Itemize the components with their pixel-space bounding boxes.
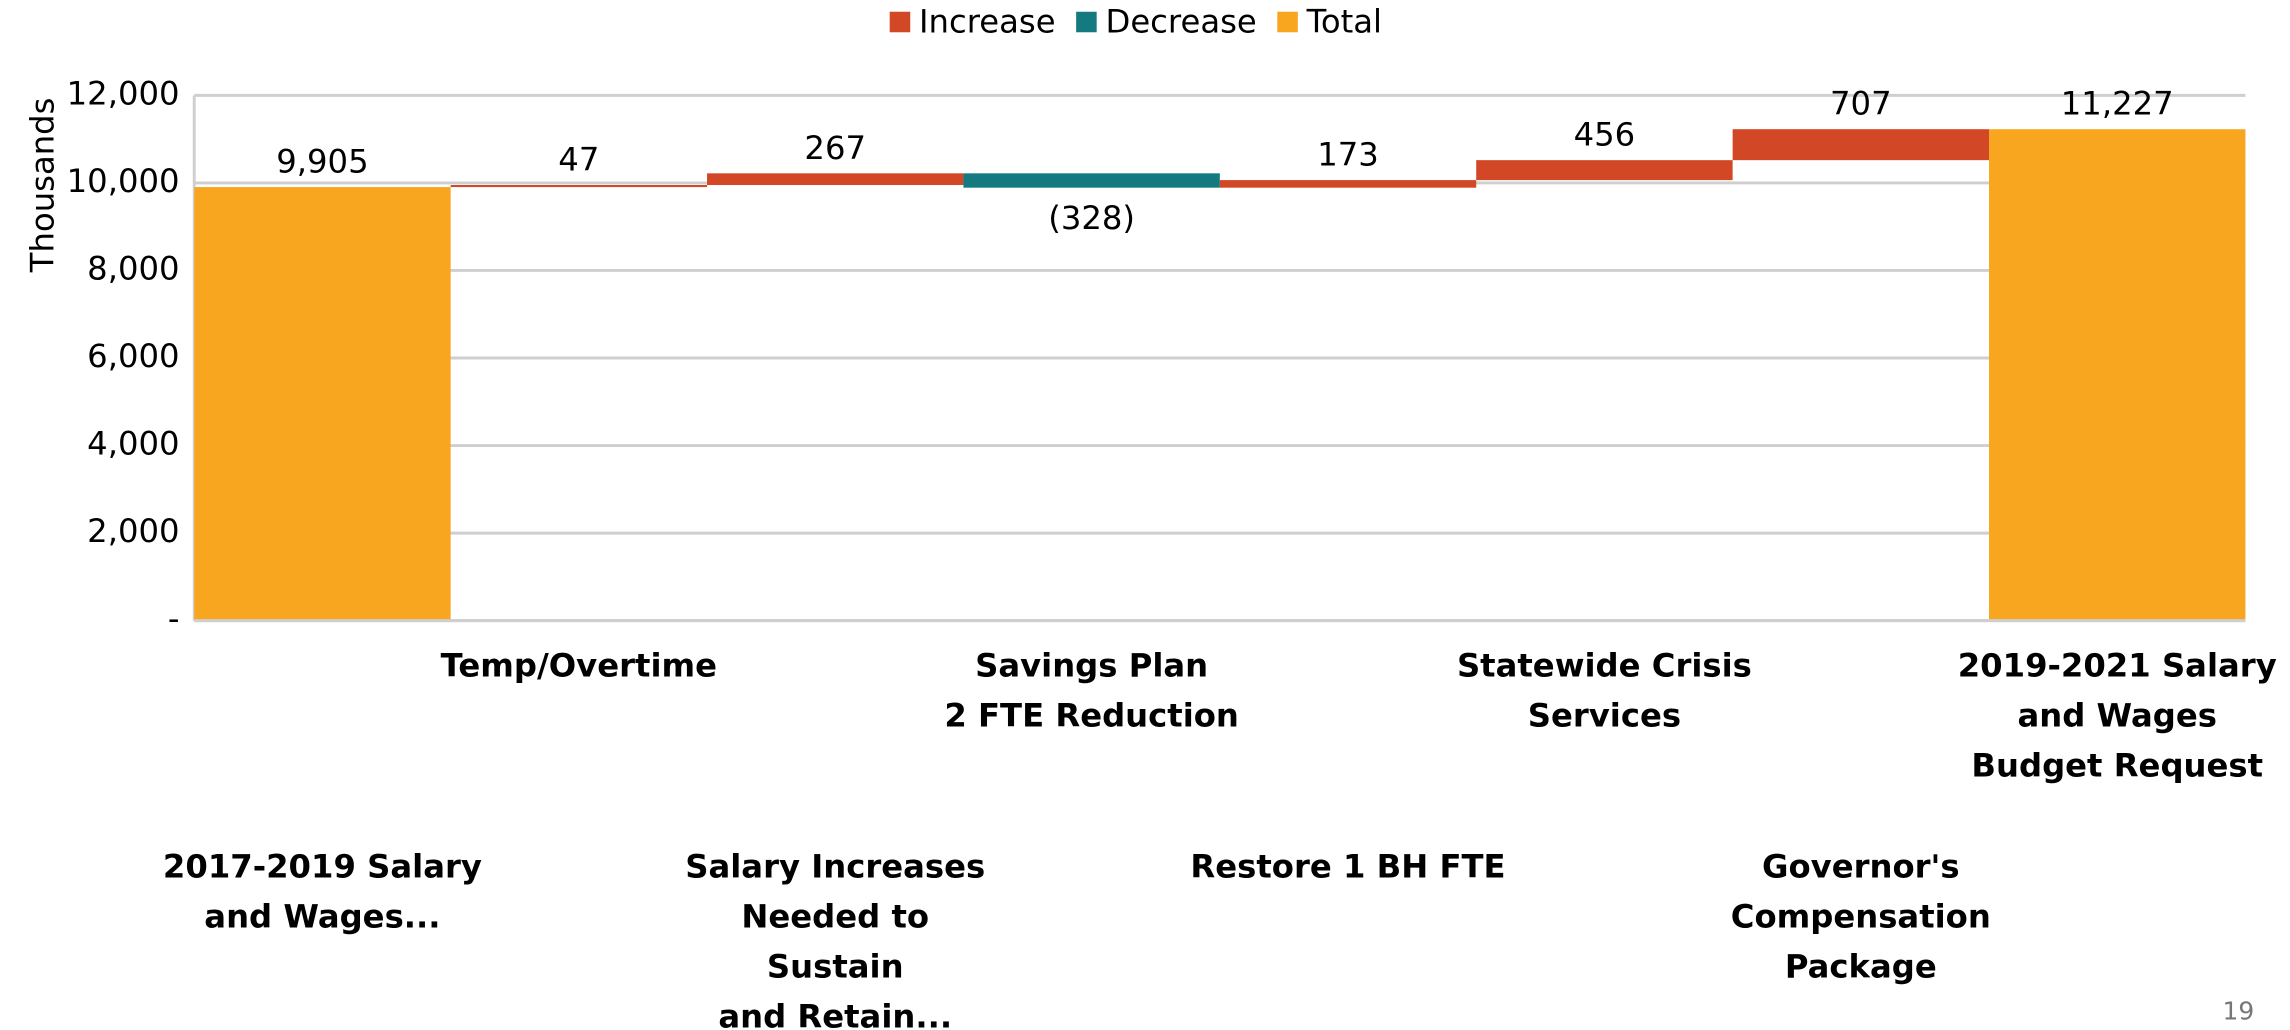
x-tick-label: Statewide Crisis Services xyxy=(1457,647,1752,735)
y-tick-label: 4,000 xyxy=(87,425,179,463)
x-tick-line: and Wages xyxy=(2017,696,2216,734)
x-tick-label: 2019-2021 Salary and Wages Budget Request xyxy=(1958,647,2277,785)
x-tick-line: Restore 1 BH FTE xyxy=(1190,848,1505,886)
bar xyxy=(1732,129,1990,161)
legend-label: Increase xyxy=(919,2,1056,40)
data-label: 707 xyxy=(1830,85,1892,123)
bar xyxy=(1476,160,1733,181)
x-tick-line: Temp/Overtime xyxy=(441,647,717,685)
x-tick-line: 2 FTE Reduction xyxy=(944,696,1239,734)
page-number: 19 xyxy=(2222,996,2254,1025)
x-tick-line: Package xyxy=(1785,947,1937,985)
y-tick-label: 8,000 xyxy=(87,249,179,287)
y-tick-label: 2,000 xyxy=(87,512,179,550)
x-tick-label: Savings Plan 2 FTE Reduction xyxy=(944,647,1239,735)
x-tick-label: Governor's Compensation Package xyxy=(1731,848,1991,986)
data-label: 47 xyxy=(558,141,599,179)
x-tick-line: Needed to xyxy=(741,897,929,935)
y-tick-label: 12,000 xyxy=(67,74,180,112)
x-tick-line: Sustain xyxy=(767,947,904,985)
legend-label: Total xyxy=(1306,2,1382,40)
x-tick-line: Services xyxy=(1528,696,1681,734)
legend-swatch xyxy=(1277,11,1298,33)
x-tick-line: 2019-2021 Salary xyxy=(1958,647,2277,685)
data-label: 9,905 xyxy=(276,143,368,181)
bar xyxy=(1989,129,2246,621)
x-tick-label: Restore 1 BH FTE xyxy=(1190,848,1505,886)
data-label: (328) xyxy=(1048,199,1135,237)
data-label: 173 xyxy=(1317,136,1379,174)
data-label: 456 xyxy=(1574,116,1636,154)
data-label: 11,227 xyxy=(2061,85,2174,123)
x-tick-line: Statewide Crisis xyxy=(1457,647,1752,685)
legend-swatch xyxy=(889,11,911,33)
bar xyxy=(707,173,964,186)
y-tick-label: 6,000 xyxy=(87,337,179,375)
x-tick-line: and Wages... xyxy=(204,897,440,935)
x-tick-line: Governor's xyxy=(1762,848,1960,886)
x-tick-label: Temp/Overtime xyxy=(441,647,717,685)
x-tick-line: Budget Request xyxy=(1971,746,2263,784)
x-tick-line: Savings Plan xyxy=(975,647,1208,685)
data-label: 267 xyxy=(804,129,866,167)
bar xyxy=(450,185,708,188)
x-tick-line: 2017-2019 Salary xyxy=(163,848,482,886)
x-tick-label: Salary Increases Needed to Sustain and Reta… xyxy=(685,848,985,1030)
x-tick-line: Compensation xyxy=(1731,897,1991,935)
y-tick-label: 10,000 xyxy=(67,162,180,200)
x-tick-line: Salary Increases xyxy=(685,848,985,886)
bar xyxy=(1219,180,1477,188)
legend-label: Decrease xyxy=(1105,2,1256,40)
x-tick-label: 2017-2019 Salary and Wages... xyxy=(163,848,482,936)
y-tick-label: - xyxy=(168,600,180,638)
y-axis-label: Thousands xyxy=(24,98,62,274)
x-tick-line: and Retain... xyxy=(718,997,952,1030)
legend-swatch xyxy=(1076,11,1097,33)
bar xyxy=(963,173,1220,188)
bar xyxy=(194,187,451,621)
